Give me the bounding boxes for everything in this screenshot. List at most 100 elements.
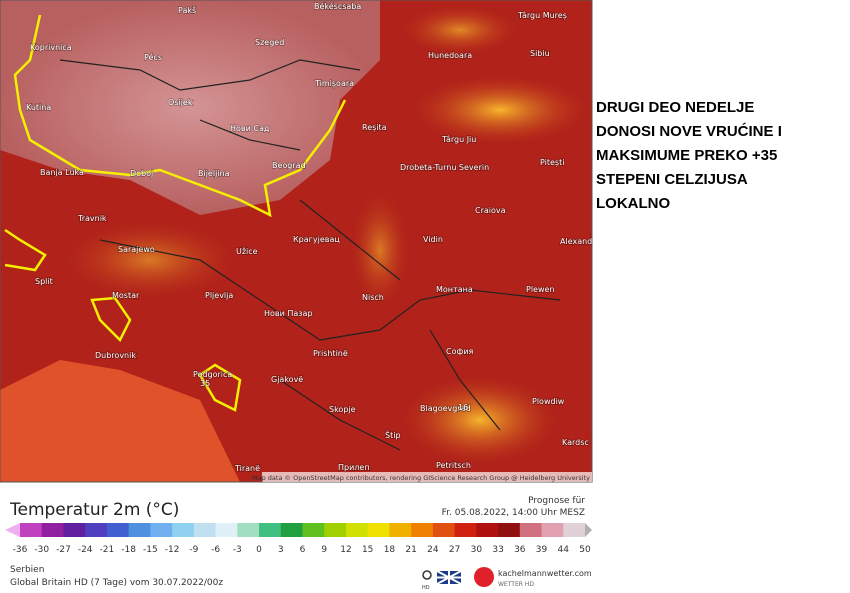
headline-line: LOKALNO xyxy=(596,195,670,212)
colorbar-tick-label: 36 xyxy=(514,545,526,555)
colorbar-tick-label: -36 xyxy=(13,545,28,555)
colorbar-tick-label: 18 xyxy=(384,545,396,555)
city-label: Hunedoara xyxy=(428,51,472,60)
city-label: Užice xyxy=(236,247,258,256)
colorbar-tick-label: -3 xyxy=(233,545,242,555)
city-label: Doboj xyxy=(130,169,153,178)
colorbar-segment xyxy=(519,523,543,537)
map: Map data © OpenStreetMap contributors, r… xyxy=(0,0,593,483)
hot-area xyxy=(60,220,240,300)
colorbar-tick-label: 27 xyxy=(449,545,460,555)
brand-sub: WETTER HD xyxy=(498,581,534,588)
colorbar-segment xyxy=(541,523,564,537)
colorbar-tick-label: 15 xyxy=(362,545,373,555)
hot-area xyxy=(400,5,520,55)
search-icon[interactable] xyxy=(422,570,432,580)
brand[interactable]: kachelmannwetter.com xyxy=(498,569,592,578)
colorbar-segment xyxy=(41,523,64,537)
colorbar-tick-label: 12 xyxy=(340,545,351,555)
legend-title: Temperatur 2m (°C) xyxy=(9,500,179,520)
headline-line: MAKSIMUME PREKO +35 xyxy=(596,147,777,164)
city-label: Alexand xyxy=(560,237,592,246)
city-label: Прилеп xyxy=(338,463,370,472)
region: Serbien xyxy=(10,565,44,575)
city-label: Petritsch xyxy=(436,461,471,470)
colorbar-end xyxy=(585,523,592,537)
headline-line: DRUGI DEO NEDELJE xyxy=(596,99,754,116)
city-label: Podgorica xyxy=(193,370,232,379)
city-label: Târgu Mureș xyxy=(517,11,567,21)
colorbar-end xyxy=(5,523,20,537)
sea-region xyxy=(0,360,240,482)
colorbar-segment xyxy=(411,523,434,537)
city-label: Prishtinë xyxy=(313,349,348,358)
city-label: Bijeljina xyxy=(198,169,230,178)
cool-region xyxy=(0,0,380,215)
colorbar-segment xyxy=(280,523,303,537)
colorbar-segment xyxy=(563,523,586,537)
city-label: София xyxy=(446,347,474,356)
colorbar-tick-label: 39 xyxy=(536,545,548,555)
city-label: Vidin xyxy=(423,235,443,244)
colorbar-segment xyxy=(432,523,456,537)
city-label: Reșita xyxy=(362,123,387,133)
colorbar-tick-label: 30 xyxy=(471,545,483,555)
headline-line: STEPENI CELZIJUSA xyxy=(596,171,748,188)
colorbar: -36 -30 -27 -24 -21 -18 -15 -12 -9 -6 -3 0 3 6 9 12 15 18… xyxy=(5,523,592,555)
hot-area xyxy=(400,375,560,465)
colorbar-segment xyxy=(302,523,325,537)
colorbar-tick-label: 50 xyxy=(579,545,591,555)
city-label: Pakš xyxy=(178,5,196,15)
colorbar-tick-label: -27 xyxy=(56,545,71,555)
colorbar-tick-label: 3 xyxy=(278,545,284,555)
colorbar-segment xyxy=(476,523,499,537)
city-label: Крагујевац xyxy=(293,235,340,244)
city-label: Kutina xyxy=(26,103,51,112)
colorbar-segment xyxy=(193,523,217,537)
city-label: Beograd xyxy=(272,161,306,170)
city-label: Szeged xyxy=(255,38,284,47)
colorbar-tick-label: 44 xyxy=(558,545,570,555)
colorbar-tick-label: -9 xyxy=(189,545,198,555)
forecast-time: Fr. 05.08.2022, 14:00 Uhr MESZ xyxy=(442,508,585,518)
colorbar-tick-label: -18 xyxy=(121,545,136,555)
colorbar-tick-label: -30 xyxy=(34,545,49,555)
contour xyxy=(4,228,47,272)
city-label: Békéscsaba xyxy=(314,1,361,11)
colorbar-tick-label: -24 xyxy=(78,545,93,555)
city-label: Nisch xyxy=(362,293,384,302)
colorbar-tick-label: 9 xyxy=(321,545,327,555)
city-label: Plowdiw xyxy=(532,397,565,406)
brand-logo[interactable] xyxy=(474,567,494,587)
city-label: Drobeta-Turnu Severin xyxy=(400,163,489,172)
colorbar-segment xyxy=(389,523,412,537)
colorbar-tick-label: -15 xyxy=(143,545,158,555)
colorbar-segment xyxy=(367,523,390,537)
colorbar-segment xyxy=(259,523,282,537)
flag-cross xyxy=(436,570,462,585)
colorbar-segment xyxy=(172,523,195,537)
attribution: Map data © OpenStreetMap contributors, r… xyxy=(252,474,590,482)
colorbar-segment xyxy=(215,523,238,537)
colorbar-tick-label: -6 xyxy=(211,545,220,555)
hot-area xyxy=(410,75,590,145)
contour xyxy=(198,363,242,412)
city-label: Koprivnica xyxy=(30,43,72,52)
city-label: Dubrovnik xyxy=(95,351,136,360)
contour xyxy=(90,296,132,343)
city-label: Kardsc xyxy=(562,438,589,447)
city-label: Pécs xyxy=(144,52,162,62)
colorbar-segment xyxy=(324,523,347,537)
colorbar-tick-label: -12 xyxy=(165,545,180,555)
colorbar-tick-label: 0 xyxy=(256,545,262,555)
city-label: Târgu Jiu xyxy=(441,135,476,144)
colorbar-tick-label: -21 xyxy=(100,545,115,555)
colorbar-tick-label: 21 xyxy=(405,545,416,555)
city-labels: Pakš Békéscsaba Târgu Mureș Koprivnica Pécs S… xyxy=(25,0,593,474)
model-run: Global Britain HD (7 Tage) vom 30.07.202… xyxy=(10,578,223,588)
headline: DRUGI DEO NEDELJE DONOSI NOVE VRUĆINE I MA… xyxy=(596,99,782,212)
city-label: Plewen xyxy=(526,285,555,294)
city-label: Štip xyxy=(385,429,401,440)
colorbar-segment xyxy=(498,523,521,537)
